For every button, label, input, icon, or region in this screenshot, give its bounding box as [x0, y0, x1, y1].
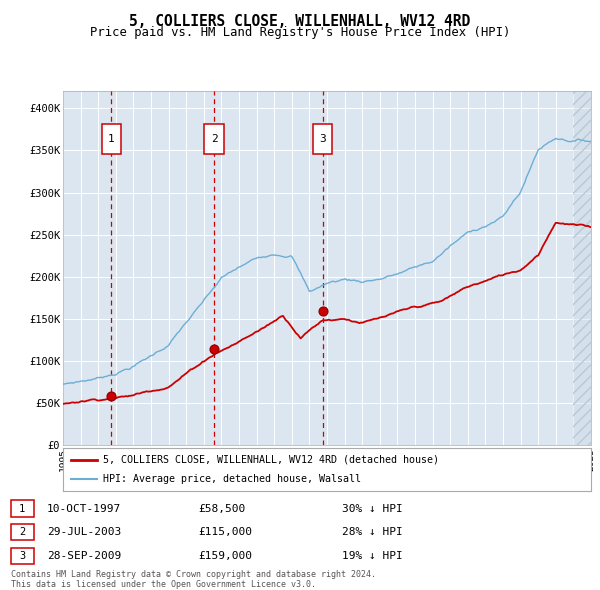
Text: 28-SEP-2009: 28-SEP-2009: [47, 551, 121, 560]
Text: 10-OCT-1997: 10-OCT-1997: [47, 504, 121, 513]
Text: 30% ↓ HPI: 30% ↓ HPI: [342, 504, 403, 513]
Text: Contains HM Land Registry data © Crown copyright and database right 2024.: Contains HM Land Registry data © Crown c…: [11, 570, 376, 579]
Bar: [205, 124, 224, 155]
Text: This data is licensed under the Open Government Licence v3.0.: This data is licensed under the Open Gov…: [11, 579, 316, 589]
Bar: [313, 124, 332, 155]
Bar: [574, 91, 591, 445]
Text: 3: 3: [319, 135, 326, 144]
Text: £159,000: £159,000: [198, 551, 252, 560]
Text: 19% ↓ HPI: 19% ↓ HPI: [342, 551, 403, 560]
Bar: [102, 124, 121, 155]
Text: 2: 2: [19, 527, 25, 537]
Text: £115,000: £115,000: [198, 527, 252, 537]
Text: 3: 3: [19, 551, 25, 560]
Text: 29-JUL-2003: 29-JUL-2003: [47, 527, 121, 537]
Text: 5, COLLIERS CLOSE, WILLENHALL, WV12 4RD (detached house): 5, COLLIERS CLOSE, WILLENHALL, WV12 4RD …: [103, 455, 439, 465]
Text: 1: 1: [19, 504, 25, 513]
Bar: [574, 91, 591, 445]
Text: HPI: Average price, detached house, Walsall: HPI: Average price, detached house, Wals…: [103, 474, 361, 484]
Text: £58,500: £58,500: [198, 504, 245, 513]
Text: 5, COLLIERS CLOSE, WILLENHALL, WV12 4RD: 5, COLLIERS CLOSE, WILLENHALL, WV12 4RD: [130, 14, 470, 28]
Text: 2: 2: [211, 135, 217, 144]
Text: 28% ↓ HPI: 28% ↓ HPI: [342, 527, 403, 537]
Text: Price paid vs. HM Land Registry's House Price Index (HPI): Price paid vs. HM Land Registry's House …: [90, 26, 510, 39]
Text: 1: 1: [108, 135, 115, 144]
